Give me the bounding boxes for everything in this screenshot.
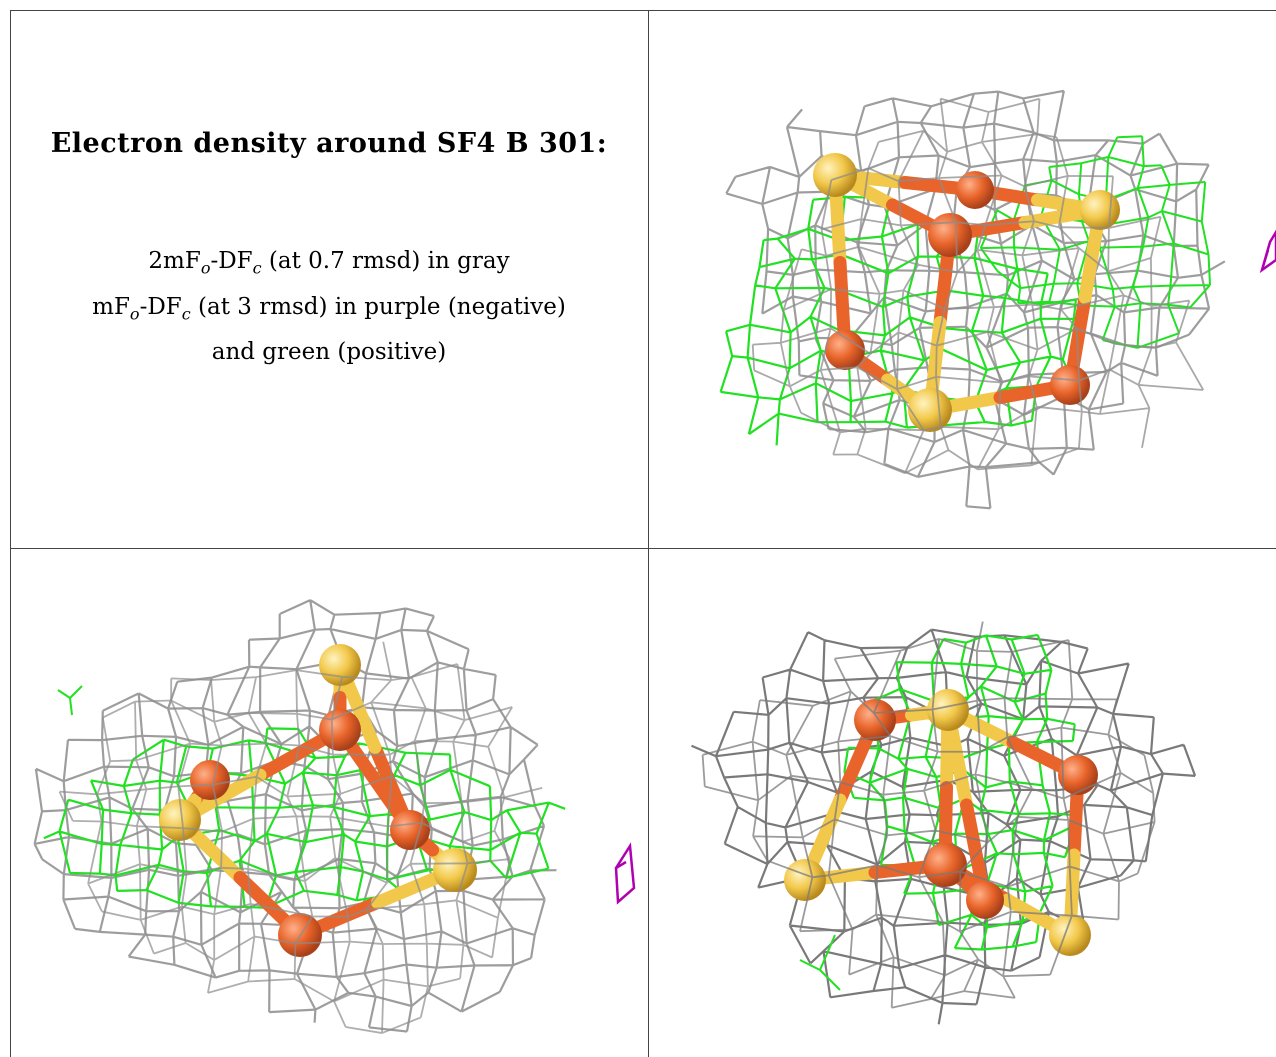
grid-line-middle [10, 548, 1276, 549]
sulfur-atom [1080, 190, 1120, 230]
figure-grid: Electron density around SF4 B 301: 2mFo-… [10, 10, 1276, 1057]
density-view-2-graphic [33, 599, 636, 1034]
density-2fofc-mesh-front-lines [751, 97, 1205, 475]
iron-atom [190, 760, 230, 800]
grid-line-top [10, 10, 1276, 11]
iron-atom [956, 171, 994, 209]
iron-atom [966, 881, 1004, 919]
density-view-3 [650, 550, 1276, 1057]
density-2fofc-mesh-front [701, 621, 1156, 1009]
density-view-1 [650, 10, 1276, 548]
density-fofc-positive-mesh [719, 195, 1077, 446]
iron-atom [1050, 365, 1090, 405]
density-view-3-graphic [691, 621, 1197, 1025]
caption-title: Electron density around SF4 B 301: [50, 128, 608, 159]
fe4s4-cluster [784, 689, 1098, 956]
density-2fofc-mesh-front [58, 641, 543, 1034]
density-view-1-graphic [719, 89, 1276, 510]
density-2fofc-mesh-front [751, 97, 1205, 475]
density-2fofc-mesh-back-lines [725, 89, 1226, 510]
sulfur-atom [927, 689, 969, 731]
caption-line-colors: and green (positive) [211, 339, 447, 366]
sulfur-atom [784, 859, 826, 901]
iron-atom [390, 810, 430, 850]
sulfur-atom [433, 848, 477, 892]
density-fofc-negative-blob [1259, 229, 1276, 274]
sulfur-atom [159, 799, 201, 841]
caption-line-fofc: mFo-DFc (at 3 rmsd) in purple (negative) [92, 293, 566, 324]
density-2fofc-mesh-back [725, 89, 1226, 510]
density-2fofc-mesh-front-lines [701, 621, 1156, 1009]
fe4s4-cluster [813, 153, 1120, 432]
density-view-2 [10, 550, 648, 1057]
density-fofc-positive-mesh-lines [719, 195, 1077, 446]
density-fofc-positive-fragment [57, 685, 83, 716]
density-fofc-negative-blob [614, 842, 636, 905]
iron-atom [928, 213, 972, 257]
iron-atom [1058, 755, 1098, 795]
grid-line-left [10, 10, 11, 1057]
sulfur-atom [908, 388, 952, 432]
sulfur-atom [813, 153, 857, 197]
caption-description: 2mFo-DFc (at 0.7 rmsd) in gray mFo-DFc (… [10, 242, 648, 372]
sulfur-atom [1049, 914, 1091, 956]
density-2fofc-mesh-front-lines [58, 641, 543, 1034]
grid-line-center [648, 10, 649, 1057]
caption-panel: Electron density around SF4 B 301: 2mFo-… [10, 10, 648, 548]
iron-atom [825, 330, 865, 370]
caption-line-2fofc: 2mFo-DFc (at 0.7 rmsd) in gray [148, 248, 510, 278]
density-fofc-positive-fragment [799, 934, 841, 991]
sulfur-atom [319, 644, 361, 686]
